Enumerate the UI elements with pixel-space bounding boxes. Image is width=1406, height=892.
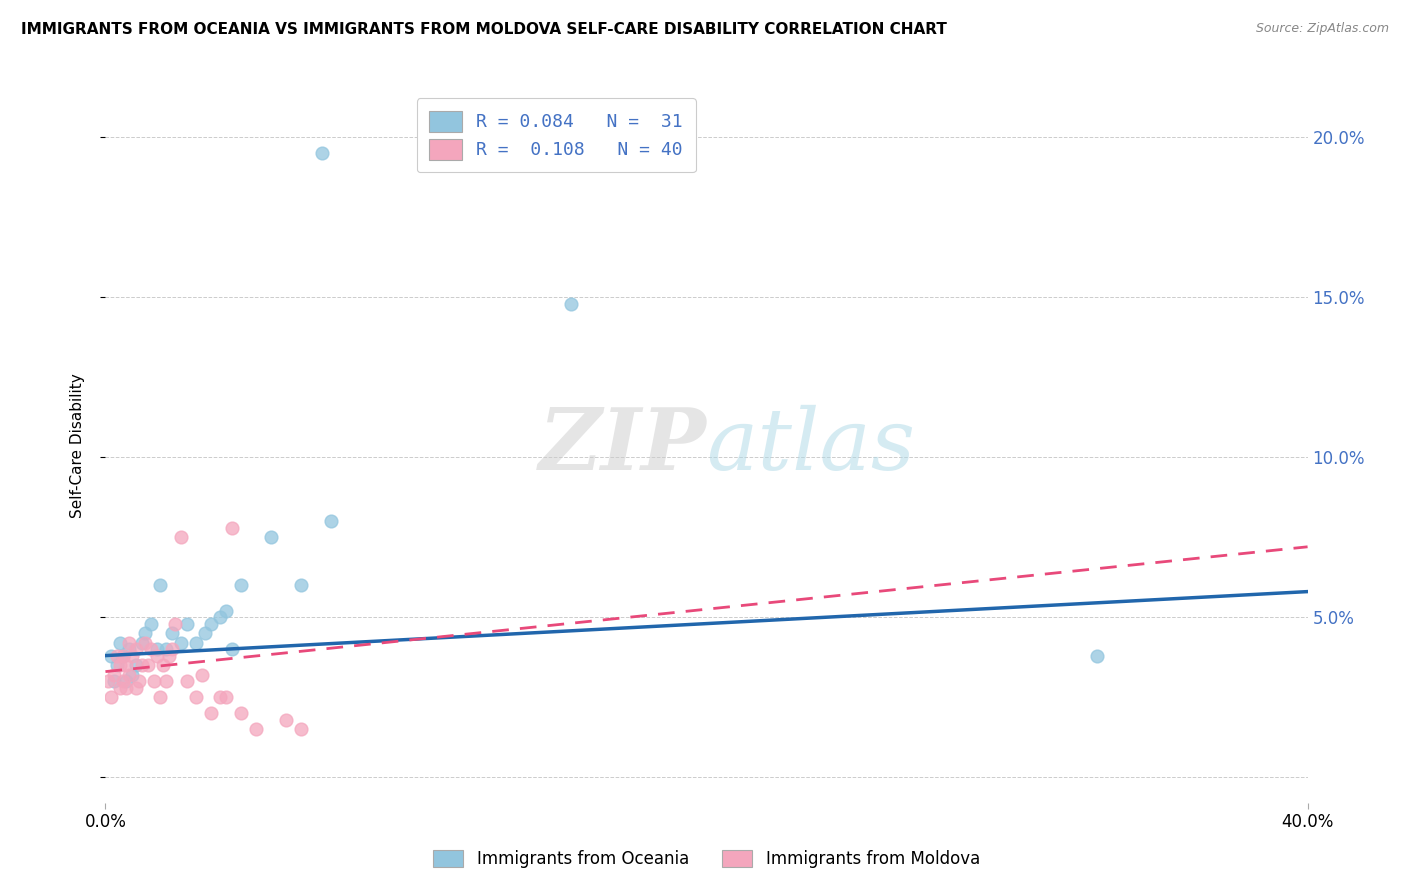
Point <box>118 636 141 650</box>
Point <box>112 648 135 663</box>
Legend: Immigrants from Oceania, Immigrants from Moldova: Immigrants from Oceania, Immigrants from… <box>425 842 988 877</box>
Point <box>214 690 236 705</box>
Point <box>142 674 165 689</box>
Point <box>221 642 243 657</box>
Point <box>128 674 150 689</box>
Point <box>115 674 138 689</box>
Point <box>145 642 167 657</box>
Point <box>190 668 212 682</box>
Point <box>184 690 207 705</box>
Text: ZIP: ZIP <box>538 404 707 488</box>
Point <box>157 648 180 663</box>
Point <box>103 668 125 682</box>
Point <box>107 648 129 663</box>
Point <box>110 636 132 650</box>
Point <box>221 520 243 534</box>
Point <box>115 681 138 695</box>
Point <box>97 674 120 689</box>
Point <box>274 713 297 727</box>
Text: Source: ZipAtlas.com: Source: ZipAtlas.com <box>1256 22 1389 36</box>
Point <box>155 674 177 689</box>
Point <box>124 681 146 695</box>
Point <box>139 616 162 631</box>
Point <box>194 626 217 640</box>
Point <box>124 642 146 657</box>
Point <box>136 658 159 673</box>
Point <box>107 658 129 673</box>
Point <box>176 674 198 689</box>
Y-axis label: Self-Care Disability: Self-Care Disability <box>70 374 84 518</box>
Point <box>245 722 267 736</box>
Point <box>131 636 153 650</box>
Point <box>103 674 125 689</box>
Point <box>160 626 183 640</box>
Point <box>163 616 186 631</box>
Point <box>131 658 153 673</box>
Point <box>112 648 135 663</box>
Point <box>200 706 222 721</box>
Point <box>229 578 252 592</box>
Point <box>169 530 191 544</box>
Point <box>134 626 156 640</box>
Point <box>134 636 156 650</box>
Point <box>121 648 143 663</box>
Point <box>229 706 252 721</box>
Point <box>290 722 312 736</box>
Point <box>124 658 146 673</box>
Point <box>100 690 122 705</box>
Point <box>560 296 582 310</box>
Point <box>160 642 183 657</box>
Point <box>311 146 333 161</box>
Point <box>214 604 236 618</box>
Point <box>260 530 283 544</box>
Point <box>176 616 198 631</box>
Point <box>208 690 231 705</box>
Point <box>115 658 138 673</box>
Text: atlas: atlas <box>707 405 915 487</box>
Point <box>118 642 141 657</box>
Point <box>148 578 170 592</box>
Text: IMMIGRANTS FROM OCEANIA VS IMMIGRANTS FROM MOLDOVA SELF-CARE DISABILITY CORRELAT: IMMIGRANTS FROM OCEANIA VS IMMIGRANTS FR… <box>21 22 948 37</box>
Point <box>112 674 135 689</box>
Point <box>121 668 143 682</box>
Point <box>118 668 141 682</box>
Point <box>100 648 122 663</box>
Point <box>148 690 170 705</box>
Point <box>290 578 312 592</box>
Point <box>319 514 342 528</box>
Point <box>169 636 191 650</box>
Point <box>208 610 231 624</box>
Point <box>145 648 167 663</box>
Point <box>184 636 207 650</box>
Point <box>110 681 132 695</box>
Point <box>1085 648 1108 663</box>
Point <box>139 642 162 657</box>
Point <box>152 658 174 673</box>
Point <box>200 616 222 631</box>
Point <box>110 658 132 673</box>
Point <box>155 642 177 657</box>
